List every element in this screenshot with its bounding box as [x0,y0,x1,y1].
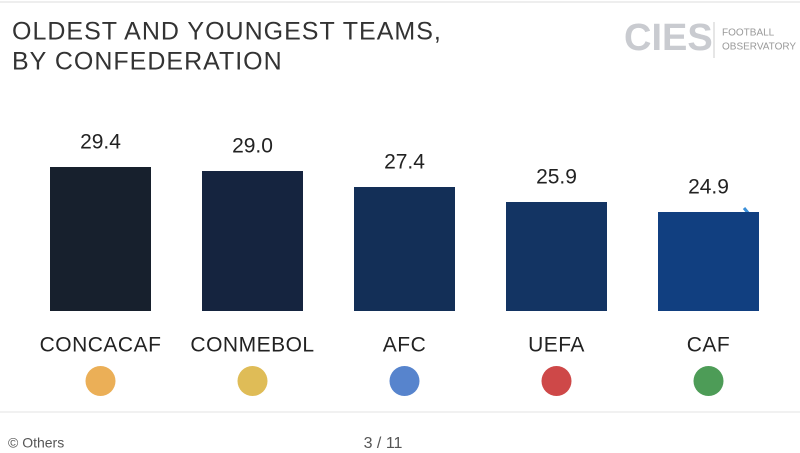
bar [354,187,455,311]
page-indicator: 3 / 11 [364,435,403,452]
bar [202,171,303,311]
x-tick-label: AFC [383,334,427,357]
confederation-logo [541,366,572,396]
bar [658,212,759,311]
confederation-logo [237,366,268,396]
x-tick-label: CAF [687,334,731,357]
bar [50,167,151,311]
value-label: 25.9 [536,166,577,189]
x-tick-label: CONCACAF [40,334,162,357]
chart-title: BY CONFEDERATION [12,48,283,76]
logo-brand: CIES [624,17,713,59]
value-label: 24.9 [688,176,729,199]
logo-text: OBSERVATORY [722,42,796,53]
value-label: 27.4 [384,151,425,174]
confederation-logo [85,366,116,396]
value-label: 29.0 [232,135,273,158]
confederation-logo [389,366,420,396]
logo-text: FOOTBALL [722,28,775,39]
bar [506,202,607,311]
x-tick-label: UEFA [528,334,585,357]
chart-title: OLDEST AND YOUNGEST TEAMS, [12,18,442,46]
value-label: 29.4 [80,131,121,154]
confederation-logo [693,366,724,396]
credit: © Others [8,435,64,451]
x-tick-label: CONMEBOL [190,334,314,357]
